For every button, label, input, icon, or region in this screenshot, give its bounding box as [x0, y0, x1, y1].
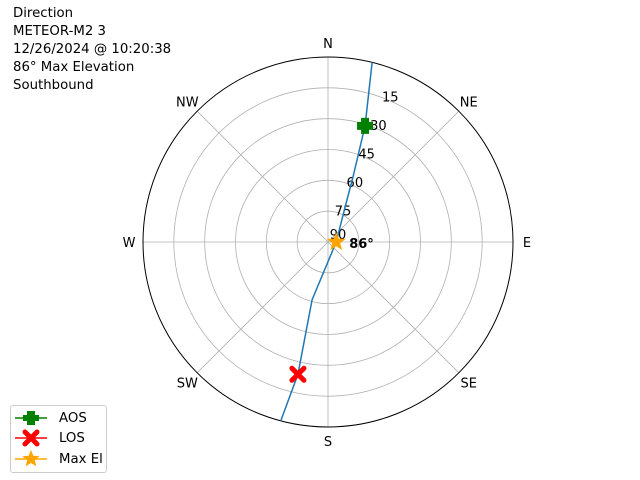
polar-frame [142, 56, 514, 428]
legend: AOS LOS Max El [10, 405, 107, 473]
legend-item-los: LOS [11, 428, 85, 448]
title-line: Southbound [13, 78, 94, 93]
grid-spoke [196, 241, 329, 374]
max-el-annotation: 86° [349, 237, 374, 252]
direction-label: N [323, 37, 333, 52]
satellite-track [280, 62, 373, 422]
grid-spoke [196, 110, 329, 243]
direction-label: NE [460, 95, 478, 110]
legend-label: LOS [59, 430, 85, 446]
grid-spoke [327, 110, 460, 243]
direction-label: SE [460, 377, 476, 392]
direction-label: NW [176, 95, 199, 110]
direction-label: E [523, 236, 531, 251]
aos-marker [357, 117, 374, 134]
chart-title: Direction METEOR-M2 3 12/26/2024 @ 10:20… [13, 5, 171, 95]
title-line: 86° Max Elevation [13, 60, 135, 75]
legend-label: Max El [59, 451, 103, 467]
legend-label: AOS [59, 410, 87, 426]
radial-tick-label: 30 [370, 119, 387, 134]
legend-item-max-el: Max El [11, 449, 103, 469]
radial-tick-label: 60 [347, 176, 364, 191]
direction-label: S [324, 435, 332, 450]
legend-item-aos: AOS [11, 408, 87, 428]
radial-tick-label: 15 [382, 90, 399, 105]
radial-tick-label: 45 [358, 147, 375, 162]
radial-tick-label: 75 [335, 204, 352, 219]
grid-spoke [327, 241, 460, 374]
title-line: 12/26/2024 @ 10:20:38 [13, 42, 172, 57]
title-line: METEOR-M2 3 [13, 24, 106, 39]
title-line: Direction [13, 6, 74, 21]
direction-label: W [123, 236, 136, 251]
direction-label: SW [177, 377, 198, 392]
los-marker [289, 365, 307, 383]
max-el-marker [326, 232, 346, 251]
